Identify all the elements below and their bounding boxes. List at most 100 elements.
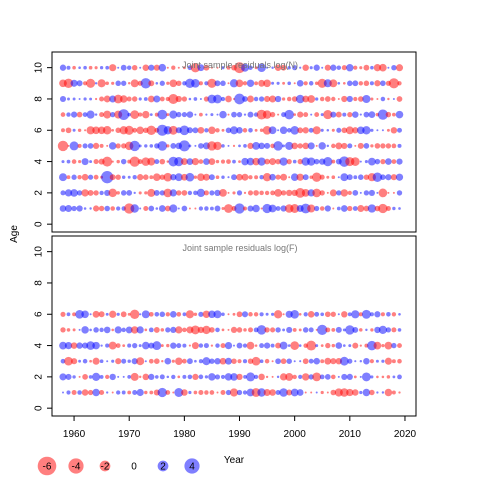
residual-bubble xyxy=(282,313,285,316)
residual-bubble xyxy=(259,343,265,349)
residual-bubble xyxy=(116,312,120,316)
residual-bubble xyxy=(64,189,73,197)
residual-bubble xyxy=(398,312,401,316)
residual-bubble xyxy=(298,374,303,379)
residual-bubble xyxy=(60,327,66,333)
residual-bubble xyxy=(365,328,368,332)
residual-bubble xyxy=(385,158,392,165)
residual-bubble xyxy=(391,359,396,364)
residual-bubble xyxy=(263,389,271,396)
residual-bubble xyxy=(66,328,71,332)
residual-bubble xyxy=(92,126,100,135)
residual-bubble xyxy=(176,343,182,349)
residual-bubble xyxy=(259,312,264,317)
residual-bubble xyxy=(269,95,277,103)
residual-bubble xyxy=(258,142,265,150)
residual-bubble xyxy=(340,388,349,397)
residual-bubble xyxy=(174,156,184,167)
residual-bubble xyxy=(313,158,320,165)
residual-bubble xyxy=(224,373,233,381)
residual-bubble xyxy=(59,205,67,212)
residual-bubble xyxy=(78,66,81,69)
residual-bubble xyxy=(271,375,274,378)
residual-bubble xyxy=(292,159,297,164)
residual-bubble xyxy=(326,175,330,179)
residual-bubble xyxy=(385,205,391,212)
residual-bubble xyxy=(337,176,340,179)
residual-bubble xyxy=(193,312,198,317)
residual-bubble xyxy=(62,391,64,394)
residual-bubble xyxy=(182,66,186,70)
residual-bubble xyxy=(313,357,321,365)
panel-logF-title: Joint sample residuals log(F) xyxy=(182,243,297,253)
residual-bubble xyxy=(367,204,377,213)
residual-bubble xyxy=(391,327,397,333)
residual-bubble xyxy=(214,80,221,87)
residual-bubble xyxy=(314,81,319,86)
residual-bubble xyxy=(76,205,83,212)
residual-bubble xyxy=(100,344,103,347)
residual-bubble xyxy=(202,310,211,319)
residual-bubble xyxy=(227,113,230,116)
residual-bubble xyxy=(152,341,162,351)
residual-bubble xyxy=(198,374,204,380)
residual-bubble xyxy=(98,205,105,212)
residual-bubble xyxy=(114,326,122,334)
residual-bubble xyxy=(93,205,100,212)
residual-bubble xyxy=(346,388,354,397)
residual-bubble xyxy=(279,373,288,381)
residual-bubble xyxy=(214,189,221,197)
residual-bubble xyxy=(337,81,341,85)
residual-bubble xyxy=(159,80,165,86)
residual-bubble xyxy=(82,81,88,86)
residual-bubble xyxy=(363,174,370,180)
residual-bubble xyxy=(374,326,381,334)
residual-bubble xyxy=(232,312,236,316)
residual-bubble xyxy=(298,313,302,316)
residual-bubble xyxy=(121,327,126,333)
residual-bubble xyxy=(117,375,120,378)
residual-bubble xyxy=(381,359,385,363)
residual-bubble xyxy=(132,175,137,180)
residual-bubble xyxy=(227,328,230,331)
x-tick-label: 2020 xyxy=(394,429,417,440)
residual-bubble xyxy=(227,313,230,316)
residual-bubble xyxy=(144,328,148,332)
residual-bubble xyxy=(246,372,255,382)
residual-bubble xyxy=(193,190,198,196)
residual-bubble xyxy=(237,359,242,364)
residual-bubble xyxy=(99,143,104,148)
residual-bubble xyxy=(324,64,331,71)
residual-bubble xyxy=(105,65,110,70)
residual-bubble xyxy=(243,328,247,332)
residual-bubble xyxy=(227,82,230,85)
residual-bubble xyxy=(236,173,243,181)
residual-bubble xyxy=(141,310,150,319)
residual-bubble xyxy=(286,96,292,102)
residual-bubble xyxy=(65,205,72,212)
residual-bubble xyxy=(84,129,87,132)
residual-bubble xyxy=(232,191,236,195)
residual-bubble xyxy=(118,109,130,121)
residual-bubble xyxy=(176,111,182,118)
residual-bubble xyxy=(208,158,216,165)
residual-bubble xyxy=(260,207,263,210)
residual-bubble xyxy=(232,144,236,147)
residual-bubble xyxy=(194,113,197,116)
residual-bubble xyxy=(372,172,383,182)
residual-bubble xyxy=(67,144,70,147)
residual-bubble xyxy=(121,358,127,364)
residual-bubble xyxy=(181,389,188,396)
residual-bubble xyxy=(352,111,359,118)
residual-bubble xyxy=(258,79,265,87)
residual-bubble xyxy=(192,127,199,134)
residual-bubble xyxy=(264,158,270,165)
residual-bubble xyxy=(363,205,370,212)
residual-bubble xyxy=(257,157,266,166)
residual-bubble xyxy=(209,206,214,211)
residual-bubble xyxy=(341,65,347,71)
residual-bubble xyxy=(148,311,154,317)
residual-bubble xyxy=(243,191,247,195)
residual-bubble xyxy=(198,359,203,364)
residual-bubble xyxy=(131,64,138,71)
